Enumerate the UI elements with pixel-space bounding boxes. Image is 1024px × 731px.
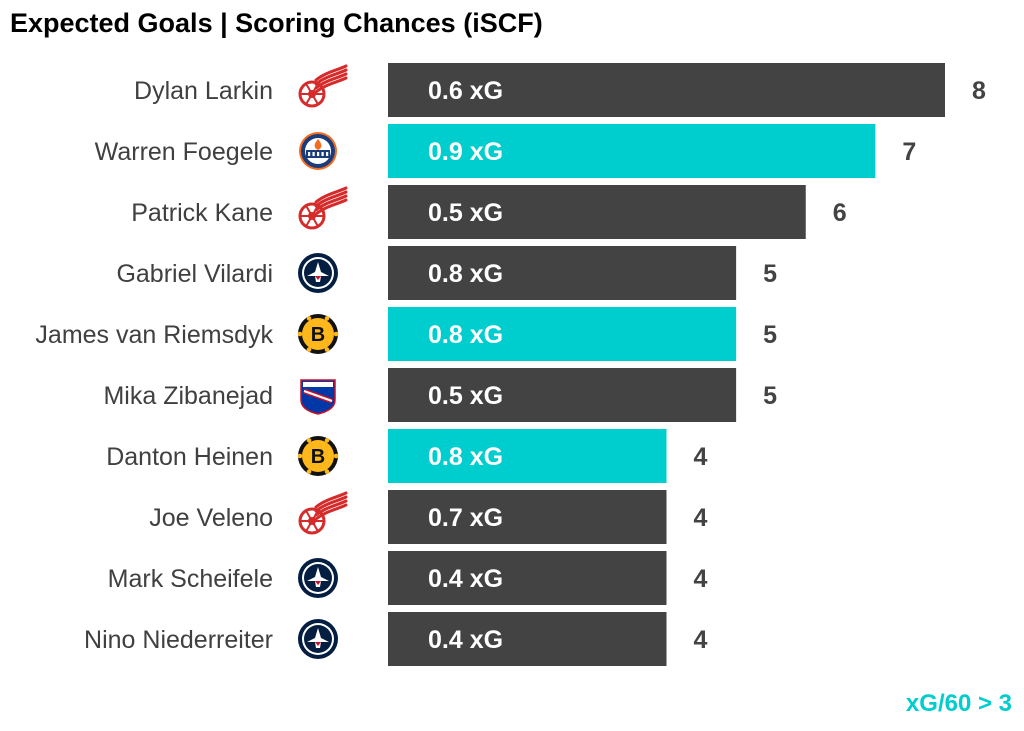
chart-title: Expected Goals | Scoring Chances (iSCF) (10, 8, 543, 38)
value-label: 4 (694, 626, 708, 654)
xg-label: 0.7 xG (428, 504, 503, 532)
value-label: 8 (972, 77, 986, 105)
bar (388, 551, 667, 605)
player-label: Mika Zibanejad (103, 382, 273, 410)
xg-label: 0.5 xG (428, 199, 503, 227)
rangers-logo (300, 379, 336, 415)
bar (388, 612, 667, 666)
bar (388, 368, 737, 422)
player-label: Patrick Kane (131, 199, 273, 227)
xg-label: 0.8 xG (428, 443, 503, 471)
bar (388, 124, 876, 178)
red-wings-logo (298, 64, 348, 108)
player-label: Gabriel Vilardi (116, 260, 273, 288)
player-label: Mark Scheifele (108, 565, 273, 593)
xg-label: 0.9 xG (428, 138, 503, 166)
xg-label: 0.8 xG (428, 260, 503, 288)
player-label: Nino Niederreiter (84, 626, 273, 654)
value-label: 5 (763, 260, 777, 288)
player-label: Dylan Larkin (134, 77, 273, 105)
value-label: 4 (694, 504, 708, 532)
svg-text:B: B (311, 324, 325, 346)
jets-logo (298, 558, 338, 598)
red-wings-logo (298, 186, 348, 230)
xg-label: 0.5 xG (428, 382, 503, 410)
oilers-logo (299, 132, 337, 170)
chart-footnote: xG/60 > 3 (905, 690, 1012, 717)
value-label: 5 (763, 382, 777, 410)
player-label: James van Riemsdyk (35, 321, 273, 349)
xg-label: 0.8 xG (428, 321, 503, 349)
xg-label: 0.4 xG (428, 626, 503, 654)
bar (388, 307, 737, 361)
bar (388, 490, 667, 544)
value-label: 6 (833, 199, 847, 227)
bruins-logo: B (297, 314, 339, 354)
jets-logo (298, 253, 338, 293)
svg-text:B: B (311, 446, 325, 468)
player-label: Danton Heinen (106, 443, 273, 471)
bruins-logo: B (297, 436, 339, 476)
bar (388, 185, 806, 239)
xg-label: 0.6 xG (428, 77, 503, 105)
bar (388, 63, 945, 117)
player-label: Warren Foegele (95, 138, 273, 166)
bar (388, 246, 737, 300)
value-label: 5 (763, 321, 777, 349)
red-wings-logo (298, 491, 348, 535)
value-label: 4 (694, 443, 708, 471)
bar (388, 429, 667, 483)
value-label: 7 (902, 138, 916, 166)
jets-logo (298, 619, 338, 659)
value-label: 4 (694, 565, 708, 593)
xg-label: 0.4 xG (428, 565, 503, 593)
player-label: Joe Veleno (149, 504, 273, 532)
